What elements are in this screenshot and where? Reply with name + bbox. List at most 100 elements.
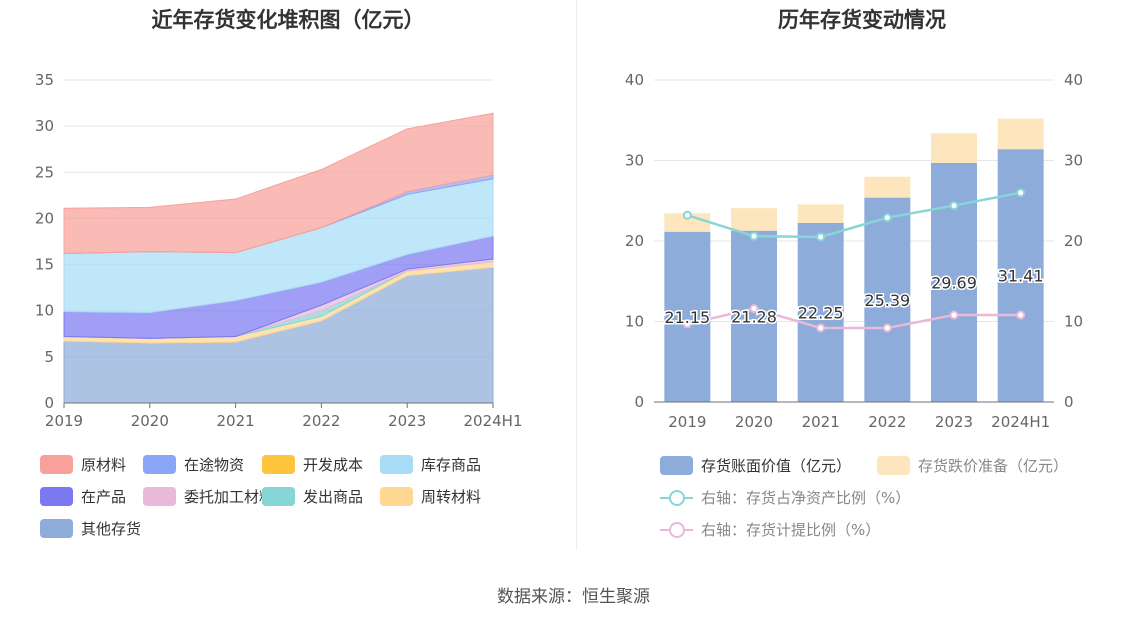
legend-label: 存货跌价准备（亿元） [918, 457, 1069, 475]
bar-line-combo-chart: 0 10 20 30 40 0 10 20 30 40 21.15 21.28 22.25 25.39 29… [625, 71, 1083, 431]
x-tick-label: 2021 [802, 413, 840, 431]
legend-item-transit[interactable]: 在途物资 [143, 454, 244, 475]
line-point [882, 213, 892, 223]
x-tick-label: 2021 [217, 412, 255, 430]
x-tick-label: 2022 [302, 412, 340, 430]
legend-item-other[interactable]: 其他存货 [40, 518, 141, 539]
legend-swatch [380, 487, 413, 506]
legend-item-shipped[interactable]: 发出商品 [262, 486, 363, 507]
right-chart-panel: 历年存货变动情况 0 10 20 30 40 0 10 20 30 40 21.15 21.28 22.… [577, 0, 1147, 560]
legend-item-consign[interactable]: 委托加工材料 [143, 486, 274, 507]
y-tick-label: 5 [44, 348, 54, 366]
y-tick-label: 0 [44, 394, 54, 412]
bar-value-label: 29.69 [931, 273, 977, 292]
y2-tick-label: 30 [1064, 152, 1083, 170]
x-tick-label: 2019 [668, 413, 706, 431]
legend-item-turnover[interactable]: 周转材料 [380, 486, 481, 507]
legend-label: 存货账面价值（亿元） [701, 457, 852, 475]
legend-label: 右轴：存货占净资产比例（%） [701, 489, 911, 507]
x-tick-label: 2023 [935, 413, 973, 431]
bar-value-label: 21.15 [664, 308, 710, 327]
legend-swatch [660, 488, 693, 507]
y-tick-label: 0 [634, 393, 644, 411]
legend-swatch [660, 520, 693, 539]
legend-item-dev[interactable]: 开发成本 [262, 454, 363, 475]
x-tick-label: 2020 [735, 413, 773, 431]
legend-item-raw[interactable]: 原材料 [40, 454, 126, 475]
y-tick-label: 20 [625, 232, 644, 250]
line-point [816, 323, 826, 333]
legend-swatch [40, 519, 73, 538]
legend-swatch [262, 455, 295, 474]
legend-item-wip[interactable]: 在产品 [40, 486, 126, 507]
line-point [749, 304, 759, 314]
legend-item-goods[interactable]: 库存商品 [380, 454, 481, 475]
line-provision-ratio [687, 307, 1021, 330]
legend-swatch [262, 487, 295, 506]
legend-label: 在途物资 [184, 456, 245, 474]
line-inventory-to-net-assets [686, 191, 1021, 239]
legend-swatch [143, 455, 176, 474]
bar-book-value [664, 231, 711, 402]
line-point [816, 232, 826, 242]
line-point [749, 231, 759, 241]
x-tick-label: 2019 [45, 412, 83, 430]
x-tick-label: 2020 [131, 412, 169, 430]
bar-book-value [864, 197, 911, 402]
area-raw [63, 112, 494, 255]
bar-impairment [864, 176, 911, 198]
bar-value-label: 22.25 [798, 303, 844, 322]
line-point [949, 310, 959, 320]
legend-swatch [380, 455, 413, 474]
legend-label: 在产品 [81, 488, 127, 506]
legend-item-0[interactable]: 存货账面价值（亿元） [660, 455, 851, 476]
line-point [882, 323, 892, 333]
bar-value-label: 21.28 [731, 307, 777, 326]
legend-swatch [660, 456, 693, 475]
legend-label: 周转材料 [421, 488, 482, 506]
y-tick-label: 10 [35, 302, 54, 320]
data-source-note: 数据来源：恒生聚源 [497, 587, 650, 607]
y2-tick-label: 0 [1064, 393, 1074, 411]
legend-label: 其他存货 [81, 520, 142, 538]
y-tick-label: 30 [35, 117, 54, 135]
legend-swatch [40, 455, 73, 474]
bar-book-value [731, 230, 777, 402]
y-tick-label: 35 [35, 71, 54, 89]
legend-swatch [877, 456, 910, 475]
y-tick-label: 30 [625, 152, 644, 170]
bar-impairment [931, 133, 977, 163]
x-tick-label: 2024H1 [991, 413, 1050, 431]
legend-swatch [40, 487, 73, 506]
legend-item-2[interactable]: 右轴：存货占净资产比例（%） [660, 487, 910, 508]
bar-impairment [997, 118, 1044, 150]
legend-label: 原材料 [81, 456, 127, 474]
bar-impairment [731, 208, 777, 231]
y-tick-label: 25 [35, 163, 54, 181]
bar-impairment [797, 204, 844, 223]
y2-tick-label: 40 [1064, 71, 1083, 89]
left-chart-panel: 近年存货变化堆积图（亿元） 0 5 10 15 20 25 30 35 2019 2020 2021… [0, 0, 576, 560]
x-tick-label: 2024H1 [464, 412, 523, 430]
x-tick-label: 2023 [388, 412, 426, 430]
y-tick-label: 40 [625, 71, 644, 89]
line-point [682, 210, 692, 220]
legend-swatch [143, 487, 176, 506]
line-point [682, 319, 692, 329]
left-chart-title: 近年存货变化堆积图（亿元） [151, 8, 425, 32]
legend-label: 右轴：存货计提比例（%） [701, 521, 881, 539]
line-point [949, 201, 959, 211]
y-tick-label: 15 [35, 256, 54, 274]
legend-item-1[interactable]: 存货跌价准备（亿元） [877, 455, 1068, 476]
y-tick-label: 20 [35, 209, 54, 227]
bar-value-label: 31.41 [998, 267, 1044, 286]
bar-value-label: 25.39 [864, 291, 910, 310]
bar-book-value [797, 222, 844, 402]
right-chart-title: 历年存货变动情况 [778, 8, 946, 32]
x-tick-label: 2022 [868, 413, 906, 431]
y2-tick-label: 10 [1064, 313, 1083, 331]
legend-label: 库存商品 [421, 456, 482, 474]
legend-label: 开发成本 [303, 456, 364, 474]
legend-item-3[interactable]: 右轴：存货计提比例（%） [660, 519, 880, 540]
legend-label: 发出商品 [303, 488, 364, 506]
